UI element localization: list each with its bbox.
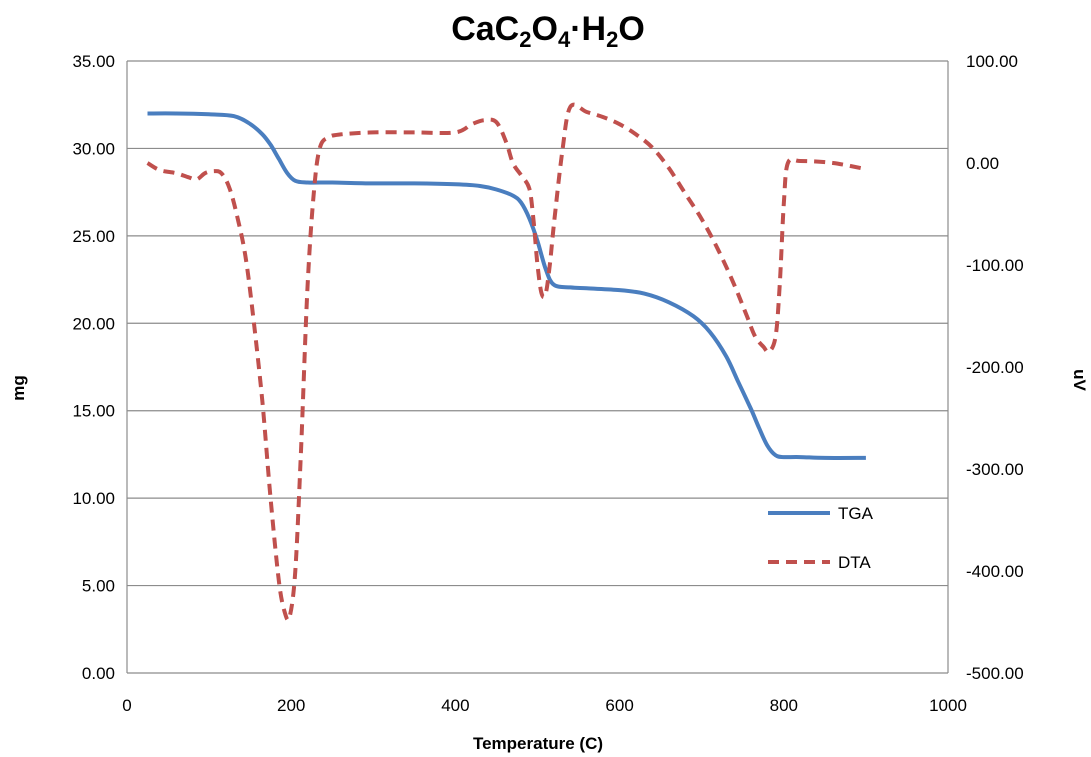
title-part: ·H [570, 10, 606, 48]
title-part: O [531, 10, 557, 48]
left-tick-label: 10.00 [72, 489, 115, 508]
x-tick-label: 400 [441, 696, 469, 715]
series-layer [146, 102, 867, 622]
left-tick-label: 25.00 [72, 227, 115, 246]
x-tick-label: 0 [122, 696, 131, 715]
left-tick-label: 35.00 [72, 52, 115, 71]
left-tick-label: 0.00 [82, 664, 115, 683]
x-tick-label: 1000 [929, 696, 967, 715]
left-tick-label: 15.00 [72, 402, 115, 421]
legend-label-dta: DTA [838, 553, 871, 572]
chart-title: CaC2O4·H2O [451, 10, 645, 52]
right-axis-ticks: -500.00 -400.00 -300.00 -200.00 -100.00 0.00 1… [966, 52, 1024, 683]
gridlines [126, 60, 949, 674]
title-part: CaC [451, 10, 519, 48]
left-tick-label: 5.00 [82, 577, 115, 596]
title-part: O [618, 10, 644, 48]
title-part: 4 [558, 27, 571, 52]
right-tick-label: 100.00 [966, 52, 1018, 71]
y-axis-label: mg [9, 375, 28, 401]
right-tick-label: 0.00 [966, 154, 999, 173]
right-tick-label: -200.00 [966, 358, 1024, 377]
y2-axis-label: uV [1070, 369, 1089, 391]
x-tick-label: 200 [277, 696, 305, 715]
title-part: 2 [519, 27, 531, 52]
x-axis-label: Temperature (C) [473, 734, 603, 753]
x-tick-label: 600 [605, 696, 633, 715]
right-tick-label: -300.00 [966, 460, 1024, 479]
x-tick-label: 800 [770, 696, 798, 715]
legend-label-tga: TGA [838, 504, 874, 523]
series-line-dta [146, 102, 867, 622]
x-axis-ticks: 0 200 400 600 800 1000 [122, 696, 967, 715]
right-tick-label: -500.00 [966, 664, 1024, 683]
right-tick-label: -400.00 [966, 562, 1024, 581]
title-part: 2 [606, 27, 618, 52]
right-tick-label: -100.00 [966, 256, 1024, 275]
left-axis-ticks: 0.00 5.00 10.00 15.00 20.00 25.00 30.00 35.00 [72, 52, 115, 683]
left-tick-label: 30.00 [72, 139, 115, 158]
chart-legend: TGA DTA [768, 504, 874, 572]
left-tick-label: 20.00 [72, 314, 115, 333]
series-line-tga [147, 111, 866, 460]
